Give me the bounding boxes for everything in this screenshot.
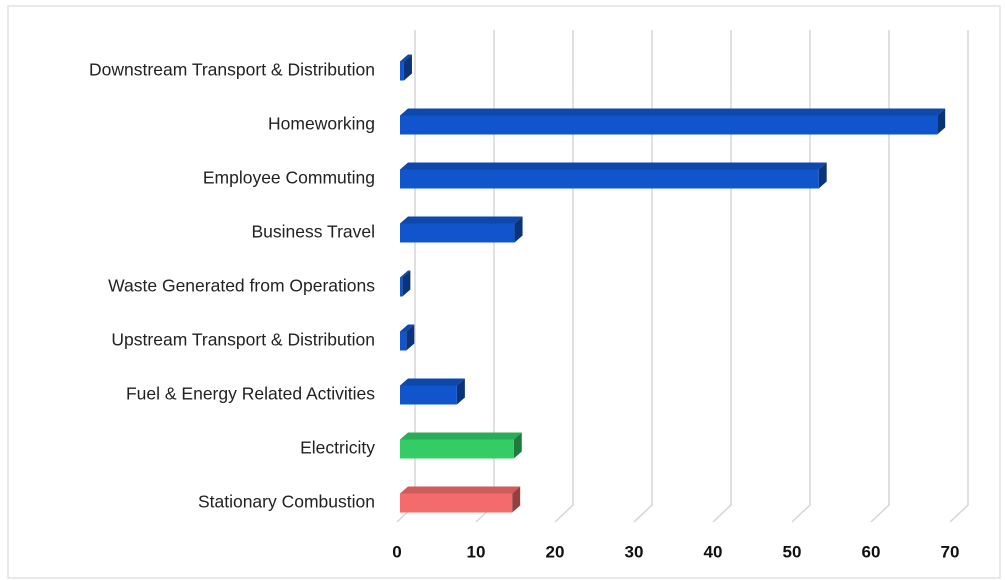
grid-line [870, 30, 890, 523]
bar [400, 216, 523, 243]
bar-top [400, 216, 523, 224]
bar-top [400, 486, 521, 494]
bar-top [400, 324, 415, 332]
grid-line [633, 30, 653, 523]
bar-side [937, 108, 946, 135]
category-label: Fuel & Energy Related Activities [126, 384, 375, 404]
category-label: Stationary Combustion [198, 492, 375, 512]
bar [400, 54, 412, 81]
bar-front [400, 115, 938, 135]
bar-top [400, 108, 946, 116]
bar-side [513, 432, 522, 459]
bar [400, 162, 827, 189]
x-tick-label: 0 [392, 542, 401, 561]
bar-side [406, 324, 415, 351]
bar-front [400, 493, 513, 513]
bar-front [400, 223, 515, 243]
x-tick-label: 40 [704, 542, 723, 561]
bar-front [400, 385, 457, 405]
category-label: Business Travel [251, 222, 375, 242]
bar [400, 486, 521, 513]
bar [400, 324, 415, 351]
bar [400, 108, 946, 135]
bar-side [402, 270, 411, 297]
category-label: Upstream Transport & Distribution [111, 330, 375, 350]
x-tick-label: 20 [546, 542, 565, 561]
bar-top [400, 162, 827, 170]
category-label: Employee Commuting [203, 168, 375, 188]
category-label: Downstream Transport & Distribution [89, 60, 375, 80]
bar-front [400, 277, 403, 297]
bar-front [400, 169, 819, 189]
chart-frame [7, 5, 1001, 579]
bar-front [400, 61, 404, 81]
bar-side [818, 162, 827, 189]
bar [400, 432, 522, 459]
bar-front [400, 331, 407, 351]
grid-line [712, 30, 732, 523]
x-tick-label: 30 [625, 542, 644, 561]
x-tick-label: 60 [862, 542, 881, 561]
bar-side [512, 486, 521, 513]
grid-line [791, 30, 811, 523]
bar [400, 378, 465, 405]
bar [400, 270, 411, 297]
bar-top [400, 54, 412, 62]
bar-top [400, 432, 522, 440]
x-tick-label: 10 [467, 542, 486, 561]
category-label: Waste Generated from Operations [108, 276, 375, 296]
category-label: Homeworking [268, 114, 375, 134]
bar-side [514, 216, 523, 243]
grid-line [554, 30, 574, 523]
bar-side [403, 54, 412, 81]
x-tick-label: 70 [941, 542, 960, 561]
bar-front [400, 439, 514, 459]
grid-line [949, 30, 969, 523]
bar-top [400, 378, 465, 386]
category-label: Electricity [300, 438, 375, 458]
bar-side [456, 378, 465, 405]
x-tick-label: 50 [783, 542, 802, 561]
bar-top [400, 270, 411, 278]
